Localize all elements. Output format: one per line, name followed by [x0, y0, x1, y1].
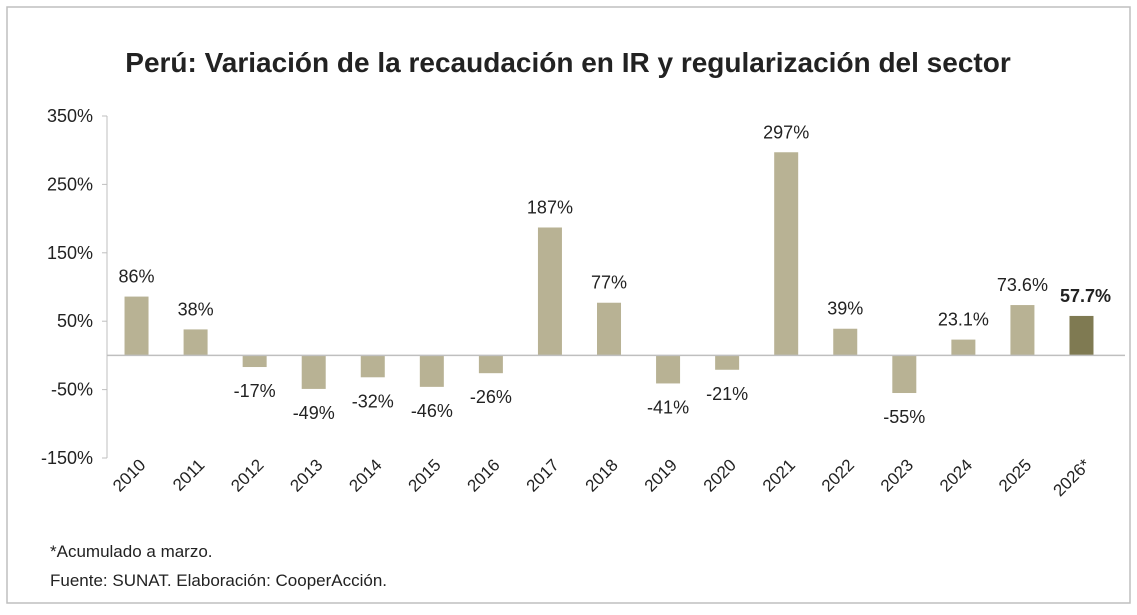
y-tick-label: 150%	[47, 243, 93, 263]
data-label: -46%	[411, 401, 453, 421]
data-label: 38%	[178, 299, 214, 319]
y-tick-label: -150%	[41, 448, 93, 468]
y-tick-label: -50%	[51, 380, 93, 400]
bar	[951, 339, 976, 356]
data-label: -17%	[234, 381, 276, 401]
bar	[360, 355, 385, 378]
y-tick-label: 50%	[57, 311, 93, 331]
data-label: 297%	[763, 122, 809, 142]
data-label: 23.1%	[938, 310, 989, 330]
chart-title: Perú: Variación de la recaudación en IR …	[125, 47, 1011, 78]
data-label: -21%	[706, 384, 748, 404]
bar	[656, 355, 681, 384]
data-label: 73.6%	[997, 275, 1048, 295]
chart-frame	[6, 6, 1131, 604]
bar	[892, 355, 917, 394]
bar	[124, 296, 149, 356]
data-label: -55%	[883, 407, 925, 427]
data-label: 57.7%	[1060, 286, 1111, 306]
bar	[774, 152, 799, 356]
data-label: 86%	[119, 267, 155, 287]
bar	[183, 329, 208, 356]
bar	[1010, 305, 1035, 356]
y-tick-label: 250%	[47, 174, 93, 194]
source: Fuente: SUNAT. Elaboración: CooperAcción…	[50, 571, 387, 590]
data-label: -26%	[470, 387, 512, 407]
data-label: -49%	[293, 403, 335, 423]
data-label: 187%	[527, 197, 573, 217]
bar	[478, 355, 503, 374]
note: *Acumulado a marzo.	[50, 542, 213, 561]
bar	[537, 227, 562, 356]
data-label: -32%	[352, 391, 394, 411]
bar	[715, 355, 740, 370]
y-tick-label: 350%	[47, 106, 93, 126]
bar	[419, 355, 444, 387]
data-label: 77%	[591, 273, 627, 293]
bar	[301, 355, 326, 389]
data-label: -41%	[647, 397, 689, 417]
bar	[1069, 315, 1094, 356]
bar	[597, 302, 622, 356]
bar	[833, 328, 858, 356]
data-label: 39%	[827, 299, 863, 319]
bar	[242, 355, 267, 368]
